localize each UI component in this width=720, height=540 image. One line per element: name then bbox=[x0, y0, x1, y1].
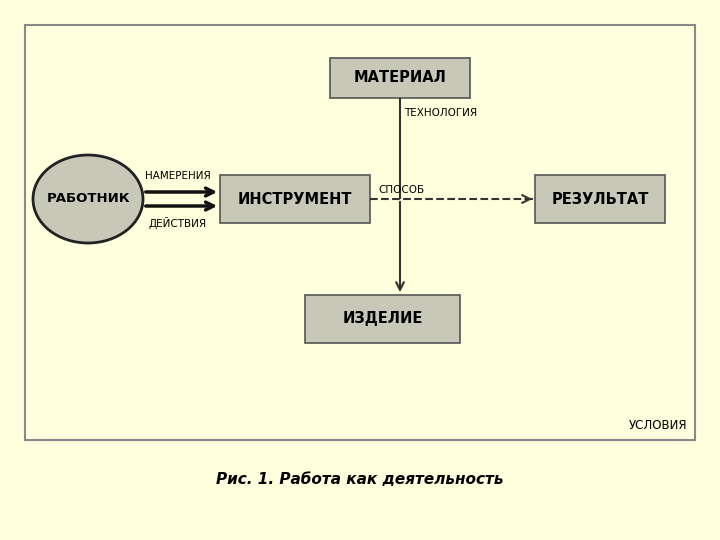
Text: ИЗДЕЛИЕ: ИЗДЕЛИЕ bbox=[342, 312, 423, 327]
Text: ТЕХНОЛОГИЯ: ТЕХНОЛОГИЯ bbox=[404, 108, 477, 118]
Text: УСЛОВИЯ: УСЛОВИЯ bbox=[629, 419, 687, 432]
Text: РАБОТНИК: РАБОТНИК bbox=[46, 192, 130, 206]
Text: НАМЕРЕНИЯ: НАМЕРЕНИЯ bbox=[145, 171, 210, 181]
Text: СПОСОБ: СПОСОБ bbox=[378, 185, 424, 195]
Text: МАТЕРИАЛ: МАТЕРИАЛ bbox=[354, 71, 446, 85]
Text: ИНСТРУМЕНТ: ИНСТРУМЕНТ bbox=[238, 192, 352, 206]
Bar bbox=[305, 295, 460, 343]
Bar bbox=[330, 58, 470, 98]
Text: Рис. 1. Работа как деятельность: Рис. 1. Работа как деятельность bbox=[216, 472, 504, 488]
Text: РЕЗУЛЬТАТ: РЕЗУЛЬТАТ bbox=[552, 192, 649, 206]
Bar bbox=[25, 25, 695, 440]
Text: ДЕЙСТВИЯ: ДЕЙСТВИЯ bbox=[148, 217, 207, 229]
Ellipse shape bbox=[33, 155, 143, 243]
Bar bbox=[220, 175, 370, 223]
Bar bbox=[535, 175, 665, 223]
